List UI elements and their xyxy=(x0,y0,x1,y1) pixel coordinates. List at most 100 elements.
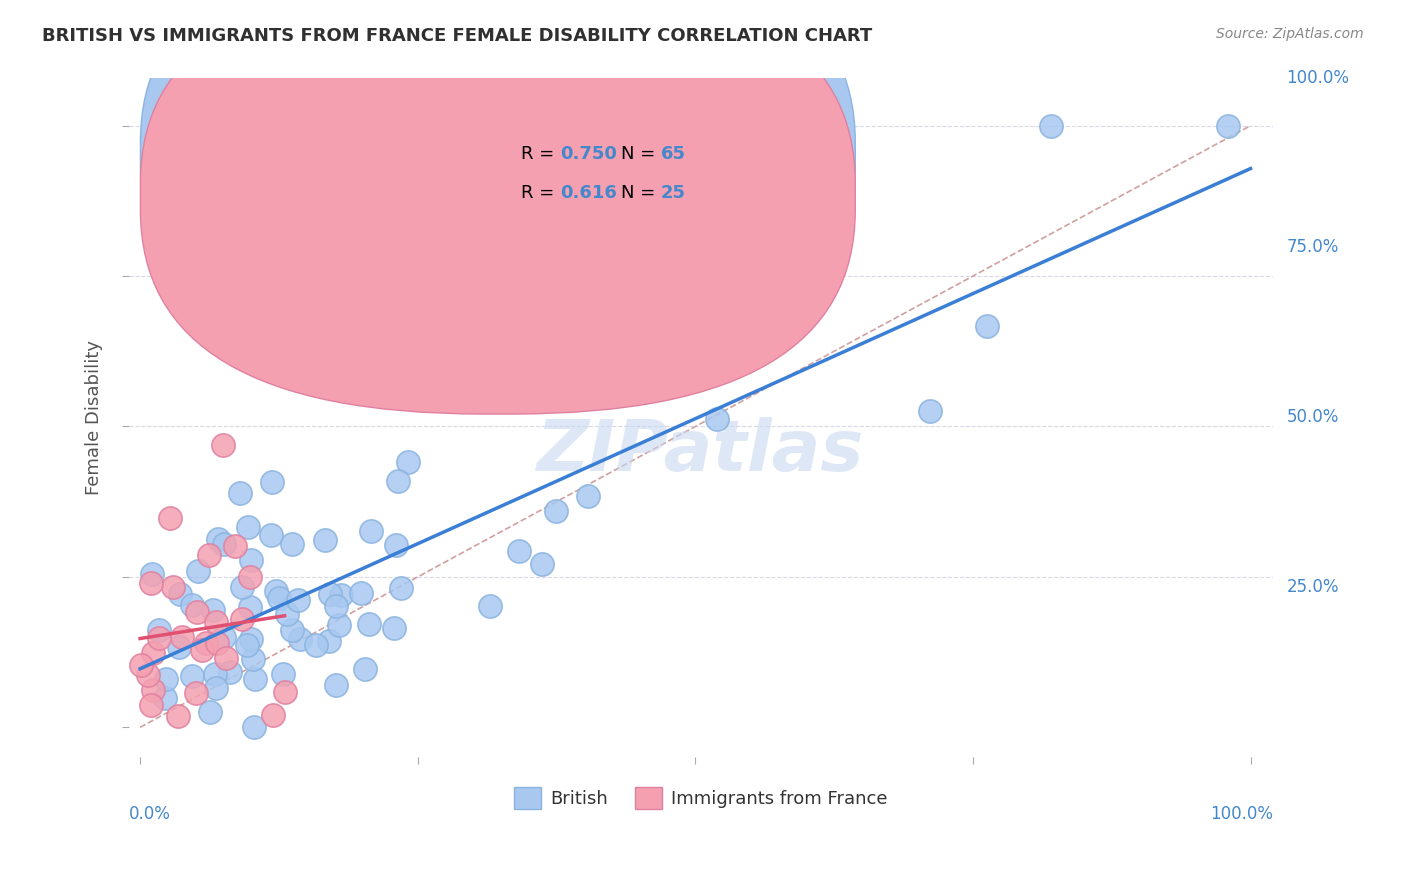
British xyxy=(201,603,224,617)
British xyxy=(153,690,176,705)
Text: N =: N = xyxy=(621,145,661,162)
British xyxy=(212,631,235,645)
Immigrants from France xyxy=(162,580,184,594)
Text: ZIPatlas: ZIPatlas xyxy=(537,417,865,486)
British xyxy=(280,623,302,637)
British xyxy=(479,599,502,613)
British xyxy=(706,411,728,425)
British xyxy=(260,527,283,541)
Text: 100.0%: 100.0% xyxy=(1209,805,1272,823)
FancyBboxPatch shape xyxy=(141,0,855,373)
Immigrants from France xyxy=(198,549,221,563)
British xyxy=(576,490,599,504)
British xyxy=(260,475,283,489)
British xyxy=(389,581,412,595)
British xyxy=(148,624,170,638)
British xyxy=(287,593,309,607)
British xyxy=(387,474,409,488)
British xyxy=(531,558,554,572)
Immigrants from France xyxy=(186,686,208,700)
Immigrants from France xyxy=(205,615,228,629)
Legend: British, Immigrants from France: British, Immigrants from France xyxy=(508,780,894,816)
British xyxy=(155,673,177,687)
Immigrants from France xyxy=(194,636,217,650)
British xyxy=(205,681,228,695)
British xyxy=(360,524,382,538)
Immigrants from France xyxy=(262,708,284,723)
Text: 65: 65 xyxy=(661,145,686,162)
British xyxy=(212,536,235,550)
British xyxy=(396,455,419,469)
British xyxy=(242,651,264,665)
Immigrants from France xyxy=(231,612,253,626)
British xyxy=(187,564,209,578)
Text: 0.750: 0.750 xyxy=(560,145,617,162)
FancyBboxPatch shape xyxy=(478,132,763,220)
British xyxy=(240,552,263,566)
Text: 50.0%: 50.0% xyxy=(1286,409,1339,426)
Immigrants from France xyxy=(172,630,194,644)
Text: 25: 25 xyxy=(661,184,686,202)
British xyxy=(264,583,287,598)
Text: Source: ZipAtlas.com: Source: ZipAtlas.com xyxy=(1216,27,1364,41)
British xyxy=(314,533,336,547)
British xyxy=(318,634,340,648)
Text: R =: R = xyxy=(522,184,561,202)
Immigrants from France xyxy=(138,668,160,682)
British xyxy=(325,599,347,614)
British xyxy=(218,665,240,679)
British xyxy=(350,586,373,600)
British xyxy=(281,537,304,551)
Text: 75.0%: 75.0% xyxy=(1286,238,1339,257)
British xyxy=(382,621,405,635)
Immigrants from France xyxy=(142,646,165,660)
British xyxy=(167,640,190,654)
British xyxy=(276,607,298,621)
British xyxy=(240,632,263,646)
British xyxy=(228,486,250,500)
British xyxy=(385,538,408,552)
British xyxy=(330,588,353,602)
Text: 100.0%: 100.0% xyxy=(1286,69,1350,87)
British xyxy=(141,566,163,581)
British xyxy=(546,504,568,518)
British xyxy=(231,580,253,594)
Immigrants from France xyxy=(159,511,181,525)
FancyBboxPatch shape xyxy=(141,0,855,414)
Immigrants from France xyxy=(215,650,238,665)
British xyxy=(918,403,941,417)
Immigrants from France xyxy=(139,575,162,590)
Immigrants from France xyxy=(212,437,235,451)
British xyxy=(169,587,191,601)
British xyxy=(508,544,530,558)
British xyxy=(242,720,264,734)
British xyxy=(198,706,221,720)
Immigrants from France xyxy=(239,570,262,584)
Immigrants from France xyxy=(207,636,229,650)
British xyxy=(236,520,259,534)
British xyxy=(551,263,574,277)
British xyxy=(325,678,347,692)
Immigrants from France xyxy=(224,539,246,553)
Text: BRITISH VS IMMIGRANTS FROM FRANCE FEMALE DISABILITY CORRELATION CHART: BRITISH VS IMMIGRANTS FROM FRANCE FEMALE… xyxy=(42,27,873,45)
Immigrants from France xyxy=(142,683,165,698)
British xyxy=(305,638,328,652)
British xyxy=(180,598,202,612)
British xyxy=(357,617,380,632)
Immigrants from France xyxy=(148,631,170,645)
British xyxy=(1039,119,1062,133)
Immigrants from France xyxy=(129,658,152,673)
British xyxy=(236,638,259,652)
Text: N =: N = xyxy=(621,184,661,202)
Text: R =: R = xyxy=(522,145,561,162)
Immigrants from France xyxy=(139,698,162,713)
British xyxy=(245,672,267,686)
Immigrants from France xyxy=(191,643,214,657)
Text: 0.0%: 0.0% xyxy=(129,805,172,823)
Text: 0.616: 0.616 xyxy=(560,184,617,202)
British xyxy=(1218,119,1240,133)
British xyxy=(180,669,202,683)
Immigrants from France xyxy=(167,708,190,723)
British xyxy=(976,319,998,334)
Text: 25.0%: 25.0% xyxy=(1286,578,1339,597)
